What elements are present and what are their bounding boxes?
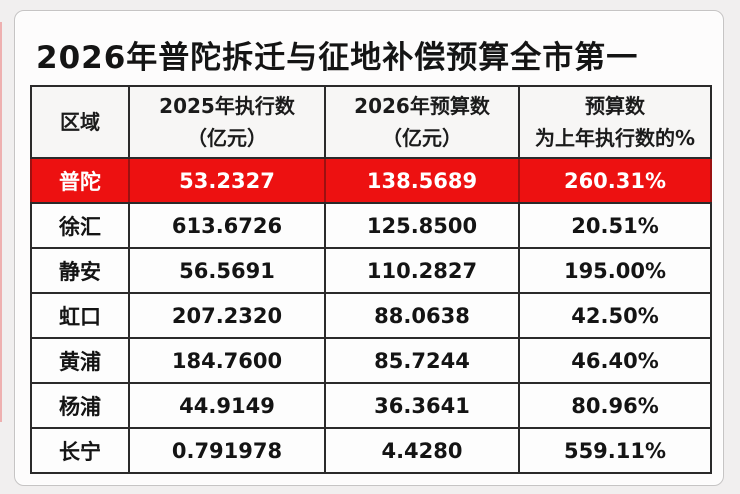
region-cell: 普陀 — [30, 157, 130, 204]
exec-2025-cell: 207.2320 — [128, 292, 326, 339]
region-cell: 长宁 — [30, 427, 130, 474]
budget-2026-cell: 36.3641 — [324, 382, 520, 429]
table-row: 普陀 53.2327 138.5689 260.31% — [30, 157, 712, 204]
header-row: 区域 2025年执行数 （亿元） 2026年预算数 （亿元） 预算数 为上年执行… — [30, 85, 712, 159]
header-line: 2025年执行数 — [159, 94, 295, 118]
column-header-budget-2026: 2026年预算数 （亿元） — [324, 85, 520, 159]
ratio-cell: 20.51% — [518, 202, 712, 249]
region-cell: 杨浦 — [30, 382, 130, 429]
table-row: 长宁 0.791978 4.4280 559.11% — [30, 427, 712, 474]
exec-2025-cell: 56.5691 — [128, 247, 326, 294]
column-header-ratio: 预算数 为上年执行数的% — [518, 85, 712, 159]
page-title: 2026年普陀拆迁与征地补偿预算全市第一 — [36, 40, 639, 76]
table-row: 虹口 207.2320 88.0638 42.50% — [30, 292, 712, 339]
header-line: 预算数 — [585, 94, 645, 118]
exec-2025-cell: 184.7600 — [128, 337, 326, 384]
exec-2025-cell: 613.6726 — [128, 202, 326, 249]
header-line: 区域 — [60, 110, 100, 134]
table-header: 区域 2025年执行数 （亿元） 2026年预算数 （亿元） 预算数 为上年执行… — [30, 85, 712, 159]
header-line: （亿元） — [382, 126, 462, 150]
ratio-cell: 260.31% — [518, 157, 712, 204]
table-row: 徐汇 613.6726 125.8500 20.51% — [30, 202, 712, 249]
region-cell: 徐汇 — [30, 202, 130, 249]
table-row: 黄浦 184.7600 85.7244 46.40% — [30, 337, 712, 384]
region-cell: 黄浦 — [30, 337, 130, 384]
budget-2026-cell: 85.7244 — [324, 337, 520, 384]
header-line: 2026年预算数 — [354, 94, 490, 118]
budget-table: 区域 2025年执行数 （亿元） 2026年预算数 （亿元） 预算数 为上年执行… — [30, 85, 712, 474]
left-edge-artifact — [0, 22, 2, 422]
column-header-region: 区域 — [30, 85, 130, 159]
infographic-card: 2026年普陀拆迁与征地补偿预算全市第一 区域 2025年执行数 （亿元） 20… — [14, 10, 724, 486]
ratio-cell: 42.50% — [518, 292, 712, 339]
table-row: 杨浦 44.9149 36.3641 80.96% — [30, 382, 712, 429]
header-line: （亿元） — [187, 126, 267, 150]
ratio-cell: 195.00% — [518, 247, 712, 294]
column-header-exec-2025: 2025年执行数 （亿元） — [128, 85, 326, 159]
budget-2026-cell: 88.0638 — [324, 292, 520, 339]
budget-2026-cell: 4.4280 — [324, 427, 520, 474]
budget-2026-cell: 138.5689 — [324, 157, 520, 204]
budget-2026-cell: 125.8500 — [324, 202, 520, 249]
exec-2025-cell: 53.2327 — [128, 157, 326, 204]
ratio-cell: 46.40% — [518, 337, 712, 384]
ratio-cell: 559.11% — [518, 427, 712, 474]
ratio-cell: 80.96% — [518, 382, 712, 429]
region-cell: 静安 — [30, 247, 130, 294]
header-line: 为上年执行数的% — [534, 126, 696, 150]
exec-2025-cell: 0.791978 — [128, 427, 326, 474]
budget-2026-cell: 110.2827 — [324, 247, 520, 294]
table-row: 静安 56.5691 110.2827 195.00% — [30, 247, 712, 294]
exec-2025-cell: 44.9149 — [128, 382, 326, 429]
table-body: 普陀 53.2327 138.5689 260.31% 徐汇 613.6726 125.85… — [30, 157, 712, 474]
region-cell: 虹口 — [30, 292, 130, 339]
